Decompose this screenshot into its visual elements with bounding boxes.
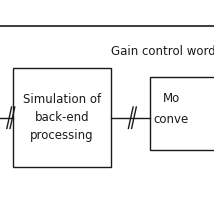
Bar (150, 77, 214, 150)
Text: back-end: back-end (35, 111, 89, 124)
Text: Simulation of: Simulation of (23, 93, 101, 106)
Text: conve: conve (154, 113, 189, 126)
Text: Mo: Mo (163, 92, 180, 105)
Bar (13, 68, 111, 167)
Text: Gain control word: Gain control word (111, 45, 214, 58)
Text: processing: processing (30, 129, 94, 142)
